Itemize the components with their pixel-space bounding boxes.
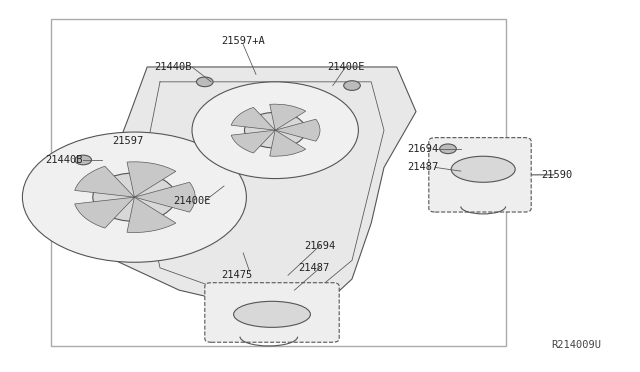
- Wedge shape: [231, 108, 275, 130]
- Polygon shape: [102, 67, 416, 316]
- Text: 21400E: 21400E: [173, 196, 211, 206]
- Circle shape: [440, 144, 456, 154]
- Circle shape: [75, 155, 92, 165]
- Ellipse shape: [451, 156, 515, 182]
- Text: 21487: 21487: [407, 163, 438, 172]
- FancyBboxPatch shape: [205, 283, 339, 342]
- Circle shape: [196, 77, 213, 87]
- Wedge shape: [275, 119, 320, 141]
- Wedge shape: [75, 197, 134, 228]
- Text: 21597: 21597: [113, 137, 143, 146]
- Text: 21400E: 21400E: [327, 62, 364, 72]
- Text: 21440B: 21440B: [154, 62, 191, 72]
- FancyBboxPatch shape: [429, 138, 531, 212]
- Text: 21440B: 21440B: [45, 155, 83, 165]
- Wedge shape: [269, 130, 306, 156]
- Text: 21590: 21590: [541, 170, 572, 180]
- Circle shape: [344, 81, 360, 90]
- Circle shape: [93, 173, 176, 221]
- Wedge shape: [127, 197, 176, 232]
- Text: 21487: 21487: [298, 263, 329, 273]
- Circle shape: [22, 132, 246, 262]
- Ellipse shape: [234, 301, 310, 327]
- Circle shape: [244, 112, 306, 148]
- Text: 21475: 21475: [221, 270, 252, 280]
- Wedge shape: [127, 162, 176, 197]
- Text: 21694: 21694: [407, 144, 438, 154]
- Wedge shape: [134, 182, 195, 212]
- Circle shape: [192, 82, 358, 179]
- Text: 21694: 21694: [305, 241, 335, 250]
- Bar: [51, 19, 506, 346]
- Wedge shape: [75, 166, 134, 197]
- Text: R214009U: R214009U: [552, 340, 602, 350]
- Text: 21597+A: 21597+A: [221, 36, 265, 46]
- Wedge shape: [231, 130, 275, 153]
- Wedge shape: [269, 104, 306, 130]
